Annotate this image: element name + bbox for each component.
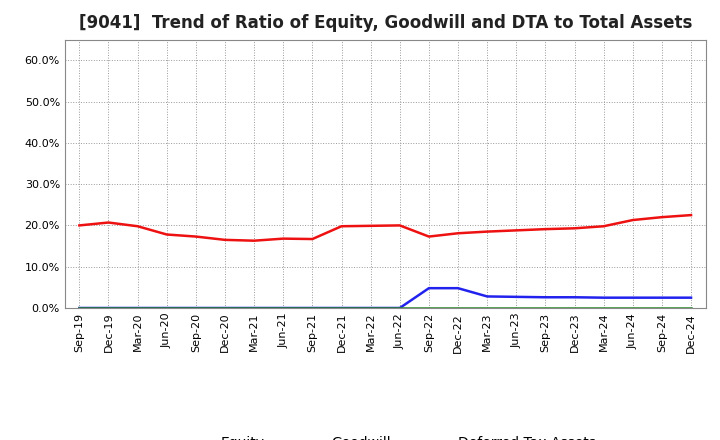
Goodwill	[657, 295, 666, 301]
Equity	[599, 224, 608, 229]
Goodwill	[192, 305, 200, 311]
Deferred Tax Assets	[541, 305, 550, 311]
Equity	[279, 236, 287, 241]
Deferred Tax Assets	[629, 305, 637, 311]
Deferred Tax Assets	[250, 305, 258, 311]
Goodwill	[541, 295, 550, 300]
Deferred Tax Assets	[366, 305, 375, 311]
Equity	[104, 220, 113, 225]
Deferred Tax Assets	[75, 305, 84, 311]
Goodwill	[133, 305, 142, 311]
Goodwill	[250, 305, 258, 311]
Equity	[483, 229, 492, 234]
Deferred Tax Assets	[220, 305, 229, 311]
Equity	[308, 236, 317, 242]
Goodwill	[425, 286, 433, 291]
Goodwill	[220, 305, 229, 311]
Goodwill	[570, 295, 579, 300]
Equity	[425, 234, 433, 239]
Goodwill	[512, 294, 521, 300]
Deferred Tax Assets	[308, 305, 317, 311]
Goodwill	[454, 286, 462, 291]
Deferred Tax Assets	[483, 305, 492, 311]
Goodwill	[599, 295, 608, 301]
Goodwill	[483, 294, 492, 299]
Equity	[657, 215, 666, 220]
Equity	[366, 223, 375, 228]
Goodwill	[337, 305, 346, 311]
Deferred Tax Assets	[570, 305, 579, 311]
Equity	[250, 238, 258, 243]
Deferred Tax Assets	[687, 305, 696, 311]
Goodwill	[75, 305, 84, 311]
Deferred Tax Assets	[192, 305, 200, 311]
Deferred Tax Assets	[104, 305, 113, 311]
Deferred Tax Assets	[279, 305, 287, 311]
Deferred Tax Assets	[454, 305, 462, 311]
Equity	[337, 224, 346, 229]
Title: [9041]  Trend of Ratio of Equity, Goodwill and DTA to Total Assets: [9041] Trend of Ratio of Equity, Goodwil…	[78, 15, 692, 33]
Equity	[75, 223, 84, 228]
Goodwill	[308, 305, 317, 311]
Goodwill	[395, 305, 404, 311]
Goodwill	[104, 305, 113, 311]
Equity	[687, 213, 696, 218]
Equity	[629, 217, 637, 223]
Deferred Tax Assets	[395, 305, 404, 311]
Equity	[192, 234, 200, 239]
Equity	[512, 228, 521, 233]
Deferred Tax Assets	[599, 305, 608, 311]
Goodwill	[687, 295, 696, 301]
Line: Goodwill: Goodwill	[79, 288, 691, 308]
Deferred Tax Assets	[133, 305, 142, 311]
Equity	[541, 227, 550, 232]
Goodwill	[629, 295, 637, 301]
Legend: Equity, Goodwill, Deferred Tax Assets: Equity, Goodwill, Deferred Tax Assets	[175, 436, 595, 440]
Goodwill	[366, 305, 375, 311]
Equity	[163, 232, 171, 237]
Deferred Tax Assets	[337, 305, 346, 311]
Deferred Tax Assets	[425, 305, 433, 311]
Goodwill	[163, 305, 171, 311]
Line: Equity: Equity	[79, 215, 691, 241]
Equity	[220, 237, 229, 242]
Deferred Tax Assets	[657, 305, 666, 311]
Equity	[133, 224, 142, 229]
Equity	[570, 226, 579, 231]
Deferred Tax Assets	[163, 305, 171, 311]
Goodwill	[279, 305, 287, 311]
Equity	[395, 223, 404, 228]
Deferred Tax Assets	[512, 305, 521, 311]
Equity	[454, 231, 462, 236]
